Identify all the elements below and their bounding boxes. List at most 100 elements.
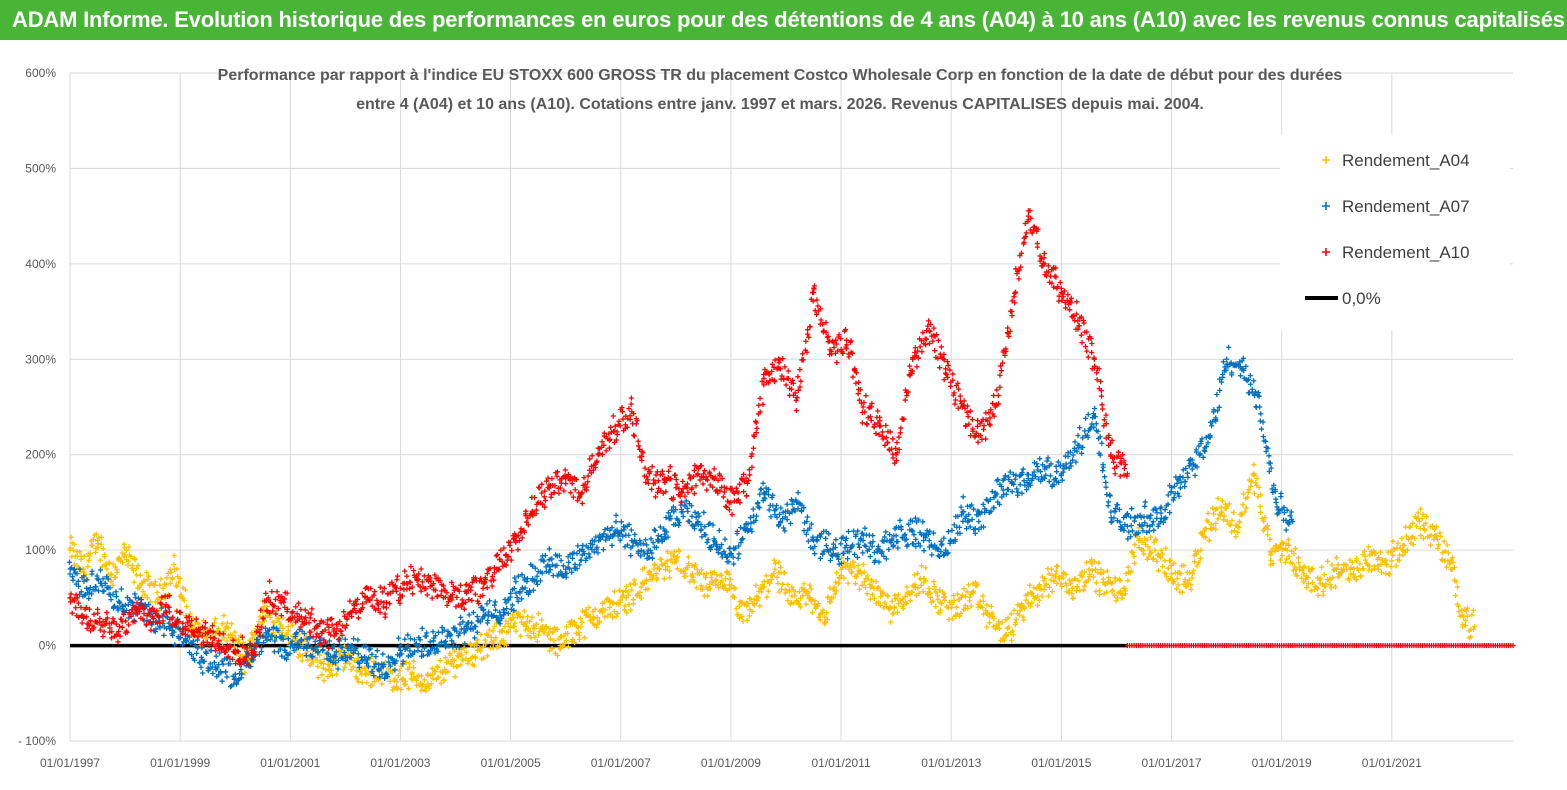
data-point [870, 592, 876, 598]
data-point [931, 325, 937, 331]
data-point [792, 593, 798, 599]
data-point [1012, 620, 1019, 626]
data-point [935, 596, 941, 602]
data-point [1159, 551, 1166, 557]
data-point [512, 620, 518, 626]
data-point [174, 566, 180, 572]
data-point [782, 570, 788, 576]
data-point [861, 579, 867, 585]
data-point [1037, 456, 1043, 462]
data-point [1260, 419, 1266, 425]
data-point [1218, 504, 1224, 510]
data-point [1401, 542, 1407, 549]
data-point [1119, 595, 1125, 601]
data-point [621, 527, 627, 533]
data-point [522, 627, 529, 633]
data-point [469, 620, 475, 626]
data-point [418, 688, 424, 694]
data-point [333, 649, 339, 655]
data-point [547, 636, 553, 642]
data-point [1131, 553, 1137, 560]
data-point [586, 604, 592, 611]
data-point [401, 681, 407, 688]
data-point [212, 616, 218, 622]
data-point [645, 586, 651, 592]
data-point [611, 608, 618, 615]
data-point [1219, 498, 1225, 504]
data-point [463, 649, 469, 655]
data-point [315, 649, 321, 655]
data-point [733, 606, 739, 612]
data-point [137, 582, 143, 588]
data-point [1435, 545, 1441, 552]
data-point [194, 650, 200, 656]
data-point [403, 659, 409, 666]
data-point [662, 566, 669, 573]
data-point [800, 592, 806, 599]
data-point [166, 609, 173, 615]
data-point [304, 636, 310, 642]
data-point [108, 577, 114, 583]
data-point [342, 664, 348, 670]
data-point [744, 493, 750, 499]
data-point [297, 651, 303, 658]
data-point [1393, 563, 1399, 569]
data-point [455, 653, 461, 659]
data-point [262, 625, 269, 631]
data-point [266, 627, 273, 633]
data-point [1418, 506, 1424, 512]
data-point [756, 402, 762, 408]
data-point [708, 574, 714, 581]
data-point [173, 582, 179, 589]
data-point [919, 349, 925, 355]
data-point [79, 620, 85, 626]
data-point [650, 573, 656, 579]
data-point [856, 586, 863, 592]
data-point [1070, 452, 1076, 458]
data-point [347, 598, 353, 604]
data-point [1055, 563, 1061, 569]
data-point [505, 621, 511, 627]
data-point [891, 605, 897, 611]
data-point [445, 669, 451, 675]
data-point [371, 679, 377, 685]
data-point [780, 356, 786, 362]
data-point [1023, 230, 1030, 236]
data-point [1337, 572, 1343, 578]
data-point [153, 626, 159, 632]
data-point [409, 669, 415, 676]
data-point [426, 683, 432, 689]
data-point [394, 679, 400, 685]
data-point [1217, 512, 1223, 518]
data-point [517, 633, 524, 639]
data-point [1346, 577, 1352, 583]
data-point [110, 561, 116, 567]
data-point [1123, 570, 1129, 577]
data-point [1072, 576, 1078, 582]
data-point [620, 589, 626, 595]
data-point [724, 568, 730, 574]
data-point [933, 603, 939, 610]
data-point [613, 613, 619, 619]
data-point [105, 576, 111, 582]
data-point [711, 569, 717, 576]
data-point [289, 622, 295, 628]
data-point [169, 632, 176, 639]
data-point [1470, 626, 1477, 632]
data-point [71, 541, 77, 547]
data-point [682, 573, 689, 579]
data-point [1445, 558, 1451, 564]
data-point [870, 533, 876, 539]
data-point [1017, 608, 1023, 614]
title-banner: ADAM Informe. Evolution historique des p… [0, 0, 1567, 40]
data-point [959, 592, 965, 598]
data-point [1231, 528, 1238, 534]
data-point [565, 630, 571, 637]
data-point [390, 687, 396, 693]
data-point [845, 580, 851, 586]
data-point [556, 490, 562, 496]
data-point [489, 583, 495, 589]
data-point [635, 443, 642, 449]
data-point [507, 625, 513, 631]
data-point [746, 613, 753, 619]
